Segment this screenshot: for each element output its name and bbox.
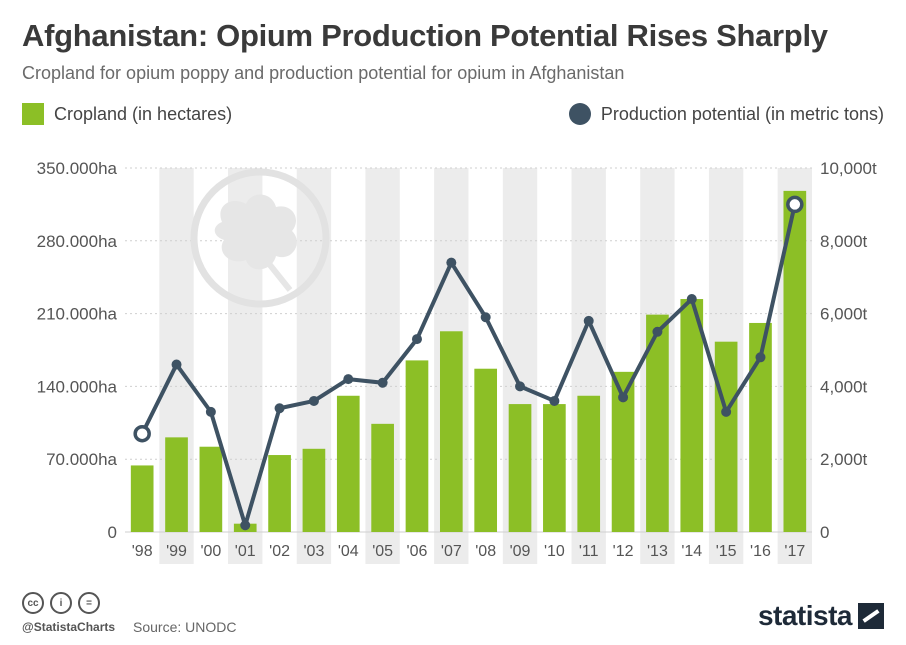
x-tick-label: '13	[647, 543, 668, 560]
bar-cropland	[439, 331, 463, 532]
y-right-tick-label: 2,000t	[820, 450, 868, 469]
license-icons: cc i =	[22, 592, 100, 614]
point-production	[786, 195, 804, 214]
chart-subtitle: Cropland for opium poppy and production …	[22, 63, 625, 83]
legend-line-label: Production potential (in metric tons)	[600, 103, 884, 124]
line-production	[140, 203, 797, 528]
bar-cropland	[508, 404, 532, 532]
x-tick-label: '00	[200, 543, 221, 560]
point-production	[343, 374, 354, 385]
x-tick-label: '12	[613, 543, 634, 560]
x-tick-label: '03	[303, 543, 324, 560]
x-tick-label: '01	[235, 543, 256, 560]
point-production	[171, 359, 182, 370]
poppy-watermark-icon	[190, 168, 330, 308]
bar-cropland	[783, 190, 807, 532]
bar-cropland	[336, 395, 360, 532]
point-production	[411, 334, 422, 345]
x-tick-label: '09	[510, 543, 531, 560]
x-tick-label: '98	[132, 543, 153, 560]
bar-cropland	[646, 314, 669, 532]
y-right-tick-label: 8,000t	[820, 232, 868, 251]
x-tick-label: '10	[544, 543, 565, 560]
point-production	[686, 294, 697, 305]
source-text: Source: UNODC	[133, 619, 237, 635]
statista-logo[interactable]: statista	[758, 600, 884, 632]
point-production	[583, 315, 594, 326]
x-tick-label: '06	[407, 543, 428, 560]
bar-cropland	[577, 395, 601, 532]
point-production	[480, 312, 491, 323]
point-production	[133, 424, 151, 443]
bar-cropland	[268, 455, 291, 532]
legend-bar-swatch	[22, 103, 44, 125]
bar-cropland	[130, 465, 154, 532]
brand-text: statista	[757, 600, 853, 631]
point-production	[446, 257, 457, 268]
x-tick-label: '08	[475, 543, 496, 560]
bar-cropland	[199, 446, 223, 532]
y-left-tick-label: 0	[108, 523, 117, 542]
y-left-tick-label: 140.000ha	[37, 377, 118, 396]
point-production	[274, 403, 285, 414]
x-tick-label: '17	[784, 543, 805, 560]
bar-cropland	[165, 437, 188, 532]
bar-cropland	[371, 423, 394, 532]
legend-bar-label: Cropland (in hectares)	[54, 103, 233, 124]
bar-cropland	[611, 371, 635, 532]
legend-production: Production potential (in metric tons)	[568, 103, 884, 125]
x-tick-label: '16	[750, 543, 771, 560]
bar-cropland	[405, 360, 429, 532]
nd-icon: =	[78, 592, 100, 614]
y-right-tick-label: 4,000t	[820, 377, 868, 396]
x-tick-label: '14	[681, 543, 702, 560]
x-tick-label: '05	[372, 543, 393, 560]
statista-mark-icon	[858, 603, 884, 629]
y-left-tick-label: 350.000ha	[37, 159, 118, 178]
chart-title: Afghanistan: Opium Production Potential …	[22, 18, 828, 53]
x-tick-label: '15	[716, 543, 737, 560]
by-icon: i	[50, 592, 72, 614]
point-production	[205, 406, 216, 417]
x-tick-label: '99	[166, 543, 187, 560]
social-handle: @StatistaCharts	[22, 620, 116, 634]
legend-line-swatch	[568, 103, 591, 125]
y-right-tick-label: 6,000t	[820, 305, 868, 324]
point-production	[549, 395, 560, 406]
cc-icon: cc	[22, 592, 44, 614]
y-right-tick-label: 0	[820, 523, 829, 542]
bar-cropland	[749, 322, 772, 532]
bar-cropland	[680, 299, 704, 532]
bar-cropland	[543, 404, 566, 532]
legend-cropland: Cropland (in hectares)	[22, 103, 232, 125]
point-production	[618, 392, 629, 403]
point-production	[308, 395, 319, 406]
y-right-tick-label: 10,000t	[820, 159, 877, 178]
y-left-tick-label: 210.000ha	[37, 305, 118, 324]
x-tick-label: '02	[269, 543, 290, 560]
point-production	[515, 381, 526, 392]
point-production	[240, 520, 251, 531]
y-left-tick-label: 70.000ha	[46, 450, 117, 469]
bar-cropland	[302, 448, 326, 532]
bar-cropland	[714, 341, 738, 532]
bar-cropland	[474, 368, 498, 532]
point-production	[377, 377, 388, 388]
x-tick-label: '11	[579, 543, 599, 560]
point-production	[755, 352, 766, 363]
y-left-tick-label: 280.000ha	[37, 232, 118, 251]
x-tick-label: '07	[441, 543, 462, 560]
point-production	[652, 326, 663, 337]
x-tick-label: '04	[338, 543, 359, 560]
point-production	[721, 406, 732, 417]
